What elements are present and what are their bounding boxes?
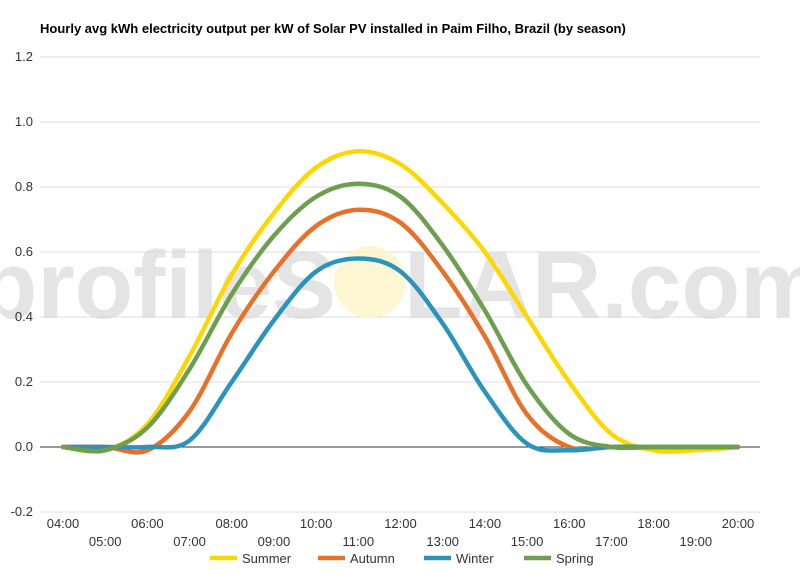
- grid-lines: [40, 56, 760, 513]
- x-tick-label: 17:00: [595, 534, 628, 549]
- legend-label: Autumn: [350, 551, 395, 566]
- x-tick-label: 18:00: [637, 516, 670, 531]
- legend-label: Winter: [456, 551, 494, 566]
- x-axis-ticks: 04:00 05:00 06:00 07:00 08:00 09:00 10:00 11:00…: [47, 516, 755, 549]
- watermark: profileS LAR.com: [0, 232, 800, 339]
- y-axis-ticks: -0.2 0.0 0.2 0.4 0.6 0.8 1.0 1.2: [11, 49, 33, 519]
- legend-label: Summer: [242, 551, 292, 566]
- x-tick-label: 04:00: [47, 516, 80, 531]
- x-tick-label: 12:00: [384, 516, 417, 531]
- x-tick-label: 05:00: [89, 534, 122, 549]
- legend-item-autumn[interactable]: Autumn: [318, 551, 395, 566]
- y-tick-label: 0.6: [15, 244, 33, 259]
- x-tick-label: 09:00: [258, 534, 291, 549]
- y-tick-label: 1.0: [15, 114, 33, 129]
- x-tick-label: 10:00: [300, 516, 333, 531]
- chart-title: Hourly avg kWh electricity output per kW…: [40, 21, 626, 36]
- legend-item-winter[interactable]: Winter: [424, 551, 494, 566]
- x-tick-label: 13:00: [426, 534, 459, 549]
- x-tick-label: 08:00: [215, 516, 248, 531]
- x-tick-label: 15:00: [511, 534, 544, 549]
- legend-item-spring[interactable]: Spring: [524, 551, 594, 566]
- x-tick-label: 07:00: [173, 534, 206, 549]
- watermark-text-left: profileS: [0, 232, 336, 339]
- watermark-text-right: LAR.com: [404, 232, 800, 339]
- series-line-summer: [60, 148, 741, 454]
- watermark-sun-icon: [334, 246, 406, 318]
- y-tick-label: 0.2: [15, 374, 33, 389]
- y-tick-label: 0.4: [15, 309, 33, 324]
- x-tick-label: 14:00: [469, 516, 502, 531]
- x-tick-label: 11:00: [343, 534, 375, 549]
- legend: Summer Autumn Winter Spring: [210, 551, 594, 566]
- x-tick-label: 16:00: [553, 516, 586, 531]
- series-line-spring: [60, 181, 741, 454]
- legend-label: Spring: [556, 551, 594, 566]
- y-tick-label: 0.8: [15, 179, 33, 194]
- x-tick-label: 06:00: [131, 516, 164, 531]
- y-tick-label: 0.0: [15, 439, 33, 454]
- legend-item-summer[interactable]: Summer: [210, 551, 292, 566]
- y-tick-label: 1.2: [15, 49, 33, 64]
- y-tick-label: -0.2: [11, 504, 33, 519]
- series-lines: [60, 148, 741, 455]
- x-tick-label: 20:00: [722, 516, 755, 531]
- x-tick-label: 19:00: [680, 534, 713, 549]
